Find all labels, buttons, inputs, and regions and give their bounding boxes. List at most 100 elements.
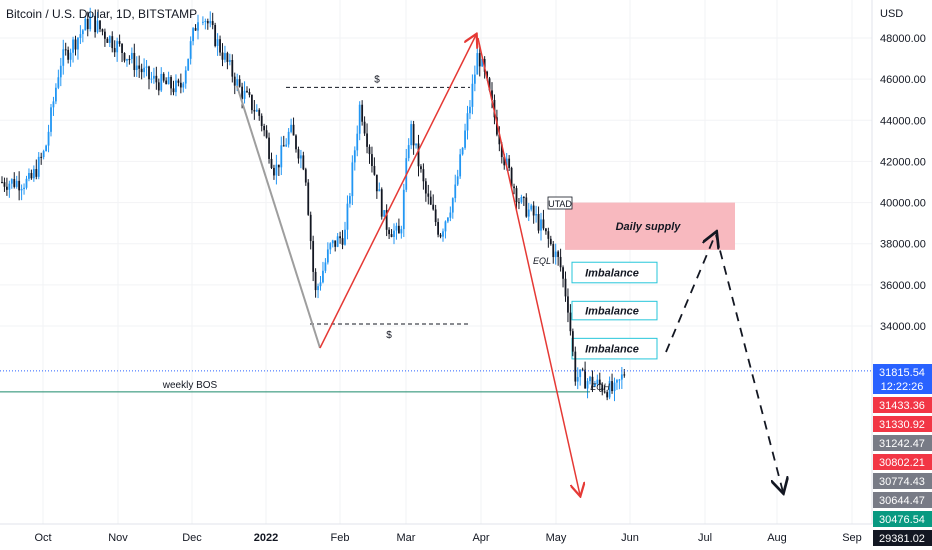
- candle-body: [69, 52, 72, 60]
- candle-body: [530, 205, 533, 210]
- candle-body: [353, 150, 356, 163]
- candle-body: [67, 49, 70, 60]
- candle-body: [273, 167, 275, 176]
- candle-body: [341, 238, 344, 245]
- candle-body: [535, 214, 537, 216]
- price-badge: [873, 397, 932, 413]
- candle-body: [300, 155, 302, 159]
- candle-body: [62, 49, 65, 66]
- candle-body: [189, 41, 192, 59]
- candle-body: [251, 94, 253, 111]
- candle-body: [363, 121, 366, 134]
- candle-body: [126, 59, 128, 61]
- candle-body: [285, 144, 288, 147]
- candle-body: [165, 80, 168, 85]
- red-down-arrow: [477, 37, 580, 495]
- candle-body: [91, 15, 94, 17]
- candles-layer: [1, 7, 626, 402]
- candle-body: [571, 331, 574, 352]
- candle-body: [209, 21, 212, 24]
- candle-body: [324, 262, 327, 271]
- candle-body: [540, 219, 542, 231]
- candle-body: [356, 133, 359, 151]
- candle-body: [513, 186, 515, 189]
- candle-body: [108, 36, 111, 43]
- candle-body: [390, 234, 393, 237]
- candle-body: [55, 87, 57, 102]
- candle-body: [59, 65, 62, 78]
- utad-label: UTAD: [548, 199, 572, 209]
- candle-body: [72, 39, 74, 53]
- candle-body: [202, 21, 204, 23]
- candle-body: [138, 65, 141, 69]
- price-badge: [873, 511, 932, 527]
- candle-body: [167, 77, 170, 85]
- candle-body: [101, 29, 104, 32]
- candle-body: [170, 77, 172, 89]
- candle-body: [569, 312, 572, 332]
- candle-body: [616, 380, 618, 383]
- candle-body: [20, 189, 23, 191]
- candle-body: [478, 53, 481, 67]
- time-axis[interactable]: Oct Nov Dec 2022 Feb Mar Apr May Jun Jul Aug Sep: [0, 523, 872, 550]
- candle-body: [292, 124, 295, 136]
- candle-body: [518, 202, 520, 204]
- time-tick-label: May: [546, 532, 567, 544]
- time-tick-label: Dec: [182, 532, 202, 544]
- candle-body: [596, 379, 599, 384]
- candle-body: [255, 109, 258, 112]
- candle-body: [79, 34, 82, 38]
- price-tick-label: 38000.00: [880, 239, 926, 251]
- candle-body: [30, 173, 33, 179]
- time-tick-label: Jun: [621, 532, 639, 544]
- candle-body: [510, 167, 513, 187]
- candle-body: [331, 240, 334, 244]
- price-badge: [873, 416, 932, 432]
- price-badge-value: 31433.36: [879, 400, 925, 412]
- candle-body: [532, 205, 535, 216]
- liquidity-level-label: $: [374, 74, 380, 85]
- candle-body: [449, 212, 452, 218]
- candle-body: [104, 31, 106, 39]
- price-badge-value: 30802.21: [879, 457, 925, 469]
- price-badge: [873, 473, 932, 489]
- candle-body: [37, 156, 40, 177]
- candle-body: [18, 180, 21, 191]
- candle-body: [295, 135, 297, 150]
- time-tick-label: Mar: [397, 532, 416, 544]
- candle-body: [346, 203, 349, 230]
- eqh-label: EQH: [590, 382, 610, 392]
- candle-body: [182, 83, 185, 88]
- candle-body: [314, 271, 317, 291]
- candle-body: [520, 196, 523, 203]
- time-axis-bg: [0, 524, 872, 550]
- candle-body: [542, 219, 545, 229]
- candle-body: [228, 60, 231, 62]
- eql-label: EQL: [533, 256, 551, 266]
- candle-body: [581, 369, 584, 371]
- projection-up-arrow: [665, 233, 716, 353]
- price-badge-value: 31242.47: [879, 438, 925, 450]
- candle-body: [586, 381, 589, 389]
- price-badge: [873, 364, 932, 394]
- gridlines: [0, 0, 872, 524]
- price-badge: [873, 454, 932, 470]
- candle-body: [432, 204, 435, 210]
- candle-body: [420, 166, 422, 170]
- candle-body: [84, 18, 87, 31]
- candle-body: [287, 131, 290, 145]
- candle-body: [111, 36, 114, 49]
- candle-body: [466, 113, 469, 131]
- candle-body: [243, 90, 246, 99]
- candle-body: [106, 38, 109, 43]
- candle-body: [304, 169, 307, 183]
- candle-body: [99, 20, 101, 30]
- candle-body: [451, 198, 454, 213]
- candle-body: [226, 53, 229, 62]
- candle-body: [344, 229, 346, 245]
- price-tick-label: 34000.00: [880, 321, 926, 333]
- candle-body: [143, 67, 145, 73]
- candle-body: [618, 379, 621, 381]
